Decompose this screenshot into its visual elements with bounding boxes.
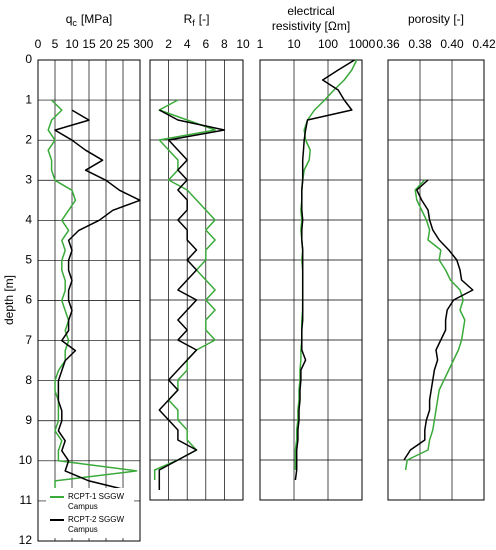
x-tick-label: 0.40 xyxy=(440,37,464,51)
x-tick-label: 0.38 xyxy=(408,37,432,51)
series-line xyxy=(403,179,474,461)
legend-line: Campus xyxy=(68,525,98,534)
series-line xyxy=(294,59,355,481)
x-tick-label: 25 xyxy=(116,37,130,51)
x-tick-label: 2 xyxy=(165,37,172,51)
legend-line: RCPT-1 SGGW xyxy=(68,492,124,501)
series-line xyxy=(54,109,141,492)
y-tick-label: 9 xyxy=(25,413,32,427)
y-tick-label: 11 xyxy=(20,493,33,507)
series-line xyxy=(47,99,138,491)
legend-label: RCPT-2 SGGW Campus xyxy=(68,515,124,534)
y-tick-label: 8 xyxy=(25,373,32,387)
panel-title: resistivity [Ωm] xyxy=(272,19,350,33)
legend-line: RCPT-2 SGGW xyxy=(68,515,124,524)
x-tick-label: 5 xyxy=(52,37,59,51)
title-symbol: R xyxy=(184,12,193,26)
x-tick-label: 8 xyxy=(221,37,228,51)
x-tick-label: 0.42 xyxy=(472,37,496,51)
title-unit: [-] xyxy=(199,12,210,26)
x-tick-label: 0.36 xyxy=(376,37,400,51)
title-subscript: f xyxy=(192,18,195,28)
legend-line: Campus xyxy=(68,502,98,511)
x-tick-label: 0 xyxy=(35,37,42,51)
series-line xyxy=(404,179,466,471)
y-tick-label: 7 xyxy=(25,333,32,347)
y-tick-label: 0 xyxy=(25,52,32,66)
panel-title: porosity [-] xyxy=(408,12,464,26)
panel-frame xyxy=(149,59,244,501)
series-line xyxy=(153,99,216,480)
y-tick-label: 2 xyxy=(25,132,32,146)
x-tick-label: 4 xyxy=(184,37,191,51)
panel-title: electrical xyxy=(287,4,334,18)
y-tick-label: 5 xyxy=(25,253,32,267)
y-axis-title: depth [m] xyxy=(2,275,16,325)
title-symbol: q xyxy=(66,12,73,26)
x-tick-label: 10 xyxy=(65,37,79,51)
y-tick-label: 1 xyxy=(25,92,32,106)
series-line xyxy=(294,59,358,470)
series-line xyxy=(158,109,226,490)
y-tick-label: 6 xyxy=(25,293,32,307)
x-tick-label: 10 xyxy=(287,37,301,51)
x-tick-label: 1 xyxy=(257,37,264,51)
panel-frame xyxy=(387,59,485,501)
y-tick-label: 12 xyxy=(19,533,33,547)
panel-frame xyxy=(37,59,141,542)
x-tick-label: 6 xyxy=(202,37,209,51)
legend-label: RCPT-1 SGGW Campus xyxy=(68,492,124,511)
panel-title: qc [MPa] xyxy=(66,12,113,28)
y-tick-label: 3 xyxy=(25,172,32,186)
x-tick-label: 0 xyxy=(147,37,154,51)
x-tick-label: 15 xyxy=(82,37,96,51)
title-unit: [MPa] xyxy=(81,12,112,26)
panel-title: Rf [-] xyxy=(184,12,210,28)
x-tick-label: 100 xyxy=(318,37,338,51)
x-tick-label: 20 xyxy=(99,37,113,51)
y-tick-label: 10 xyxy=(19,453,33,467)
y-tick-label: 4 xyxy=(25,213,32,227)
x-tick-label: 10 xyxy=(236,37,250,51)
title-subscript: c xyxy=(72,18,77,28)
x-tick-label: 1000 xyxy=(349,37,376,51)
panel-frame xyxy=(259,59,363,501)
x-tick-label: 30 xyxy=(133,37,147,51)
